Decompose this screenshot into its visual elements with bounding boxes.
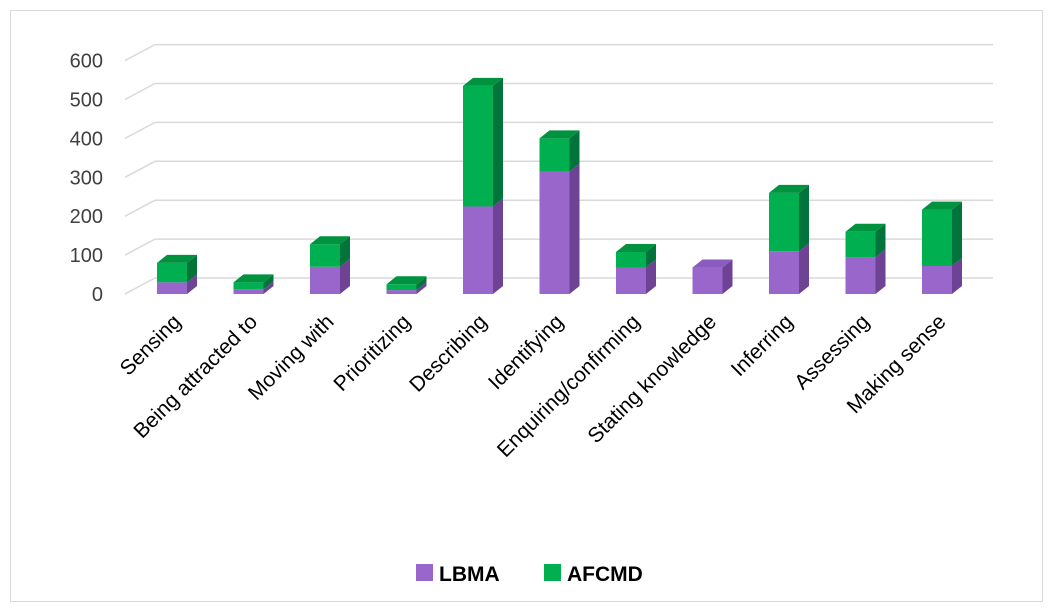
legend-swatch-lbma <box>416 564 433 581</box>
gridline-diagonal <box>125 45 155 61</box>
bar-lbma-side <box>799 243 809 294</box>
y-tick-label: 100 <box>70 245 103 267</box>
bar-lbma <box>769 251 799 294</box>
x-category-label: Identifying <box>484 310 568 394</box>
bar-afcmd-side <box>799 185 809 251</box>
bar-lbma <box>540 171 570 294</box>
bar-lbma <box>387 290 417 294</box>
y-tick-label: 600 <box>70 51 103 73</box>
gridline-diagonal <box>125 200 155 216</box>
bar-lbma <box>693 268 723 294</box>
gridline-diagonal <box>125 122 155 138</box>
bar-lbma <box>846 257 876 294</box>
y-tick-label: 200 <box>70 206 103 228</box>
gridline-diagonal <box>125 161 155 177</box>
gridline-diagonal <box>125 84 155 100</box>
x-category-label: Assessing <box>790 310 874 394</box>
bar-lbma <box>157 282 187 294</box>
bar-afcmd <box>846 232 876 257</box>
bar-afcmd <box>310 244 340 267</box>
bar-afcmd <box>922 210 952 266</box>
x-category-label: Describing <box>405 310 491 396</box>
y-tick-label: 300 <box>70 167 103 189</box>
gridline-diagonal <box>125 239 155 255</box>
bars <box>157 78 962 294</box>
bar-lbma <box>234 289 264 294</box>
gridline-diagonal <box>125 278 155 294</box>
bar-lbma-side <box>493 198 503 294</box>
bar-lbma <box>616 268 646 294</box>
y-tick-label: 400 <box>70 128 103 150</box>
x-category-label: Stating knowledge <box>583 310 721 448</box>
x-category-label: Enquiring/confirming <box>493 310 645 462</box>
bar-afcmd <box>616 252 646 268</box>
bar-afcmd-side <box>493 78 503 207</box>
bar-afcmd <box>234 282 264 289</box>
y-tick-label: 500 <box>70 90 103 112</box>
legend: LBMA AFCMD <box>416 563 643 586</box>
bar-afcmd <box>463 86 493 207</box>
y-tick-label: 0 <box>92 284 103 306</box>
bar-lbma <box>463 206 493 294</box>
bar-lbma <box>310 267 340 294</box>
bar-lbma-side <box>570 163 580 294</box>
bar-afcmd <box>157 263 187 282</box>
legend-label-lbma: LBMA <box>439 563 500 586</box>
legend-label-afcmd: AFCMD <box>567 563 643 586</box>
legend-swatch-afcmd <box>544 564 561 581</box>
y-axis: 0 100 200 300 400 500 600 <box>70 51 103 306</box>
bar-afcmd <box>387 284 417 290</box>
x-category-label: Sensing <box>116 310 186 380</box>
x-category-label: Inferring <box>727 310 798 381</box>
bar-afcmd <box>769 193 799 251</box>
bar-afcmd-side <box>952 202 962 266</box>
x-category-label: Prioritizing <box>329 310 415 396</box>
bar-afcmd <box>540 138 570 171</box>
bar-lbma <box>922 266 952 294</box>
